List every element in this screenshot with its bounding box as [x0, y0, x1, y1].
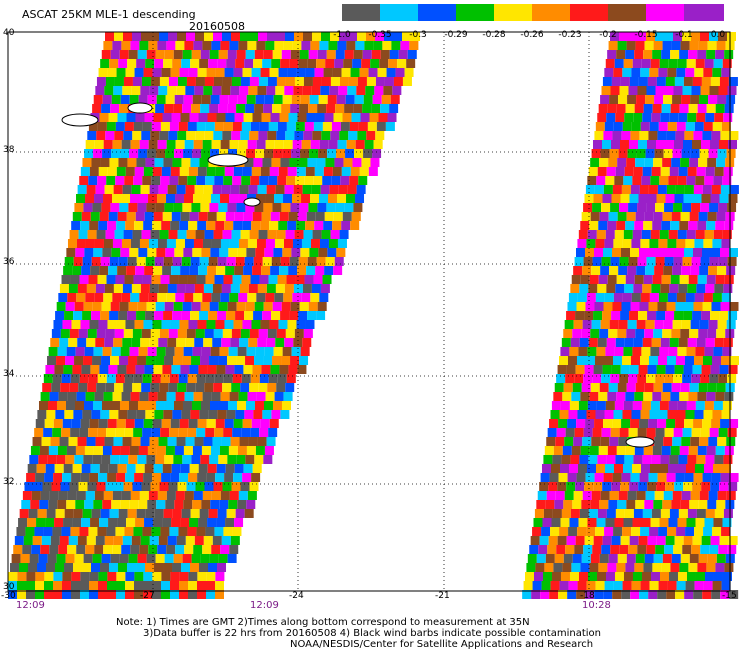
legend-swatch	[608, 4, 646, 21]
legend-label: -0.3	[409, 30, 427, 40]
island-outline	[61, 113, 99, 127]
lon-label: -30	[1, 591, 16, 601]
lat-label: 36	[3, 257, 15, 267]
legend-swatch	[570, 4, 608, 21]
lon-label: -24	[289, 591, 304, 601]
lon-label: -18	[580, 591, 595, 601]
legend-label: -0.26	[520, 30, 544, 40]
legend-label: -0.28	[482, 30, 506, 40]
map-frame	[7, 31, 731, 592]
legend-swatch	[456, 4, 494, 21]
legend-swatch	[418, 4, 456, 21]
map-title: ASCAT 25KM MLE-1 descending	[22, 8, 196, 21]
legend-label: -0.35	[368, 30, 392, 40]
footnote-line: NOAA/NESDIS/Center for Satellite Applica…	[290, 639, 594, 650]
island-outline	[127, 102, 153, 114]
legend-swatch	[380, 4, 418, 21]
legend-swatch	[646, 4, 684, 21]
color-legend: -1.0 -0.35 -0.3 -0.29 -0.28 -0.26 -0.23 …	[333, 4, 725, 40]
island-outline	[625, 436, 655, 448]
pass-time: 12:09	[250, 600, 279, 611]
footnote-line: 3)Data buffer is 22 hrs from 20160508 4)…	[143, 628, 601, 639]
map-date: 20160508	[189, 20, 245, 33]
lon-label: -15	[722, 591, 737, 601]
legend-label: 0.0	[710, 30, 726, 40]
lat-label: 40	[3, 28, 15, 38]
legend-swatch	[684, 4, 724, 21]
legend-label: -0.2	[599, 30, 617, 40]
pass-time: 10:28	[582, 600, 611, 611]
lat-label: 30	[3, 582, 15, 592]
island-outline	[207, 153, 249, 167]
lat-label: 32	[3, 477, 15, 487]
legend-label: -0.29	[444, 30, 468, 40]
swath-cells	[8, 32, 739, 599]
pass-time: 12:09	[16, 600, 45, 611]
lat-label: 34	[3, 369, 15, 379]
island-outline	[243, 197, 261, 207]
legend-label: -0.23	[558, 30, 582, 40]
legend-label: -0.15	[634, 30, 658, 40]
lon-label: -21	[435, 591, 450, 601]
legend-swatch	[532, 4, 570, 21]
legend-label: -1.0	[333, 30, 351, 40]
footnote-line: Note: 1) Times are GMT 2)Times along bot…	[116, 617, 530, 628]
legend-swatch	[342, 4, 380, 21]
lon-label: -27	[140, 591, 155, 601]
legend-swatch	[494, 4, 532, 21]
legend-label: -0.1	[675, 30, 693, 40]
lat-label: 38	[3, 145, 15, 155]
